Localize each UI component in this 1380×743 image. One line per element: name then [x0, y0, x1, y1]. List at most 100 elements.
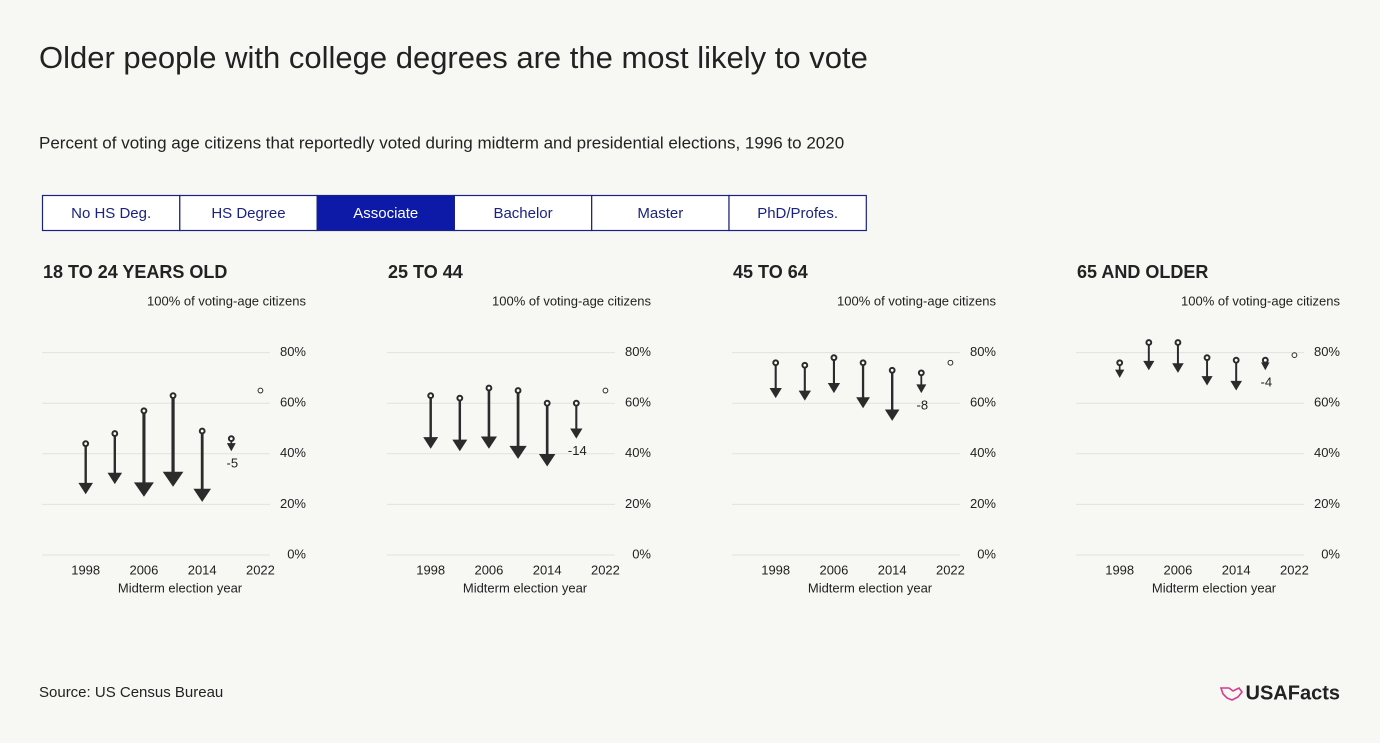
- start-dot: [514, 387, 522, 394]
- start-dot: [456, 394, 464, 402]
- arrow-head: [769, 388, 782, 399]
- x-tick-label: 1998: [1105, 562, 1134, 577]
- change-label: -8: [917, 398, 929, 413]
- y-tick-label: 80%: [970, 344, 996, 359]
- start-dot: [602, 387, 609, 394]
- x-tick-label: 2006: [819, 562, 848, 577]
- tab[interactable]: Master: [591, 194, 730, 232]
- tab[interactable]: Associate: [316, 194, 456, 232]
- start-dot: [111, 430, 119, 437]
- y-tick-label: 0%: [287, 546, 306, 561]
- y-tick-label: 60%: [280, 395, 306, 410]
- tab-label[interactable]: Bachelor: [493, 205, 552, 222]
- tab-box[interactable]: [41, 194, 181, 232]
- arrow-head: [162, 471, 184, 487]
- start-dot: [801, 361, 809, 369]
- arrow-head: [538, 453, 556, 467]
- x-tick-label: 2022: [591, 562, 620, 577]
- arrow-head: [1143, 360, 1155, 371]
- start-dot: [1174, 339, 1182, 346]
- y-tick-label: 40%: [625, 445, 651, 460]
- start-dot: [198, 427, 206, 435]
- logo-text: USAFacts: [1246, 682, 1340, 704]
- arrow-head: [133, 482, 154, 497]
- x-tick-label: 1998: [71, 562, 100, 577]
- arrow-head: [226, 443, 236, 452]
- y-tick-label: 20%: [280, 496, 306, 511]
- change-label: -14: [568, 443, 587, 458]
- arrow-head: [827, 383, 841, 394]
- x-axis-label: Midterm election year: [1152, 580, 1277, 595]
- y-tick-label: 80%: [280, 344, 306, 359]
- arrow-head: [452, 439, 468, 452]
- panel-title: 45 TO 64: [733, 262, 808, 282]
- x-tick-label: 2014: [1222, 562, 1251, 577]
- panel-title: 18 TO 24 YEARS OLD: [43, 262, 227, 282]
- arrow-head: [193, 488, 212, 502]
- y-tick-label: 20%: [625, 496, 651, 511]
- start-dot: [888, 366, 896, 374]
- arrow-head: [107, 472, 123, 485]
- tab[interactable]: No HS Deg.: [41, 194, 181, 232]
- start-dot: [169, 392, 177, 400]
- tab-label[interactable]: Master: [637, 205, 683, 222]
- start-dot: [1232, 356, 1240, 364]
- top-label: 100% of voting-age citizens: [147, 293, 306, 308]
- start-dot: [859, 359, 867, 367]
- tab-label[interactable]: Associate: [353, 205, 418, 222]
- start-dot: [947, 359, 954, 366]
- y-tick-label: 60%: [970, 395, 996, 410]
- y-tick-label: 40%: [280, 445, 306, 460]
- start-dot: [257, 387, 264, 394]
- x-tick-label: 2022: [246, 562, 275, 577]
- panel: 45 TO 64 100% of voting-age citizens 0% 20%…: [732, 262, 996, 595]
- tab-label[interactable]: PhD/Profes.: [757, 205, 838, 222]
- title: Older people with college degrees are th…: [39, 40, 868, 75]
- x-tick-label: 2006: [474, 562, 503, 577]
- y-tick-label: 0%: [977, 546, 996, 561]
- y-tick-label: 80%: [1314, 344, 1340, 359]
- tab-bar: No HS Deg. HS Degree Associate Bachelor Mast…: [41, 194, 867, 232]
- top-label: 100% of voting-age citizens: [837, 293, 996, 308]
- charts: 18 TO 24 YEARS OLD 100% of voting-age cit…: [42, 262, 1340, 595]
- tab[interactable]: HS Degree: [179, 194, 318, 232]
- change-label: -4: [1261, 375, 1273, 390]
- start-dot: [1116, 359, 1124, 367]
- y-tick-label: 40%: [1314, 445, 1340, 460]
- start-dot: [1261, 356, 1269, 364]
- tab[interactable]: Bachelor: [453, 194, 593, 232]
- start-dot: [82, 440, 90, 448]
- x-tick-label: 2006: [1163, 562, 1192, 577]
- tab-box[interactable]: [728, 194, 867, 232]
- tab-label[interactable]: No HS Deg.: [71, 205, 151, 222]
- arrow-head: [509, 445, 527, 459]
- x-axis-label: Midterm election year: [808, 580, 933, 595]
- y-tick-label: 60%: [1314, 395, 1340, 410]
- start-dot: [572, 399, 580, 407]
- logo: USAFacts: [1219, 682, 1340, 704]
- tab[interactable]: PhD/Profes.: [728, 194, 867, 232]
- arrow-head: [798, 390, 811, 401]
- top-label: 100% of voting-age citizens: [1181, 293, 1340, 308]
- x-tick-label: 2014: [533, 562, 562, 577]
- panel: 65 AND OLDER 100% of voting-age citizens 0…: [1076, 262, 1340, 595]
- tab-box[interactable]: [179, 194, 318, 232]
- arrow-head: [916, 384, 927, 394]
- start-dot: [830, 354, 838, 362]
- x-tick-label: 2014: [878, 562, 907, 577]
- tab-label[interactable]: HS Degree: [211, 205, 285, 222]
- tab-box[interactable]: [316, 194, 456, 232]
- start-dot: [543, 399, 551, 407]
- y-tick-label: 0%: [632, 546, 651, 561]
- arrow-head: [423, 437, 439, 449]
- start-dot: [427, 392, 435, 400]
- panel: 25 TO 44 100% of voting-age citizens 0% 20%…: [387, 262, 651, 595]
- arrow-head: [1230, 380, 1242, 391]
- tab-box[interactable]: [591, 194, 730, 232]
- change-label: -5: [227, 456, 239, 471]
- logo-icon: [1219, 686, 1244, 701]
- start-dot: [140, 407, 148, 415]
- y-tick-label: 0%: [1321, 546, 1340, 561]
- start-dot: [1145, 339, 1153, 346]
- x-tick-label: 2014: [188, 562, 217, 577]
